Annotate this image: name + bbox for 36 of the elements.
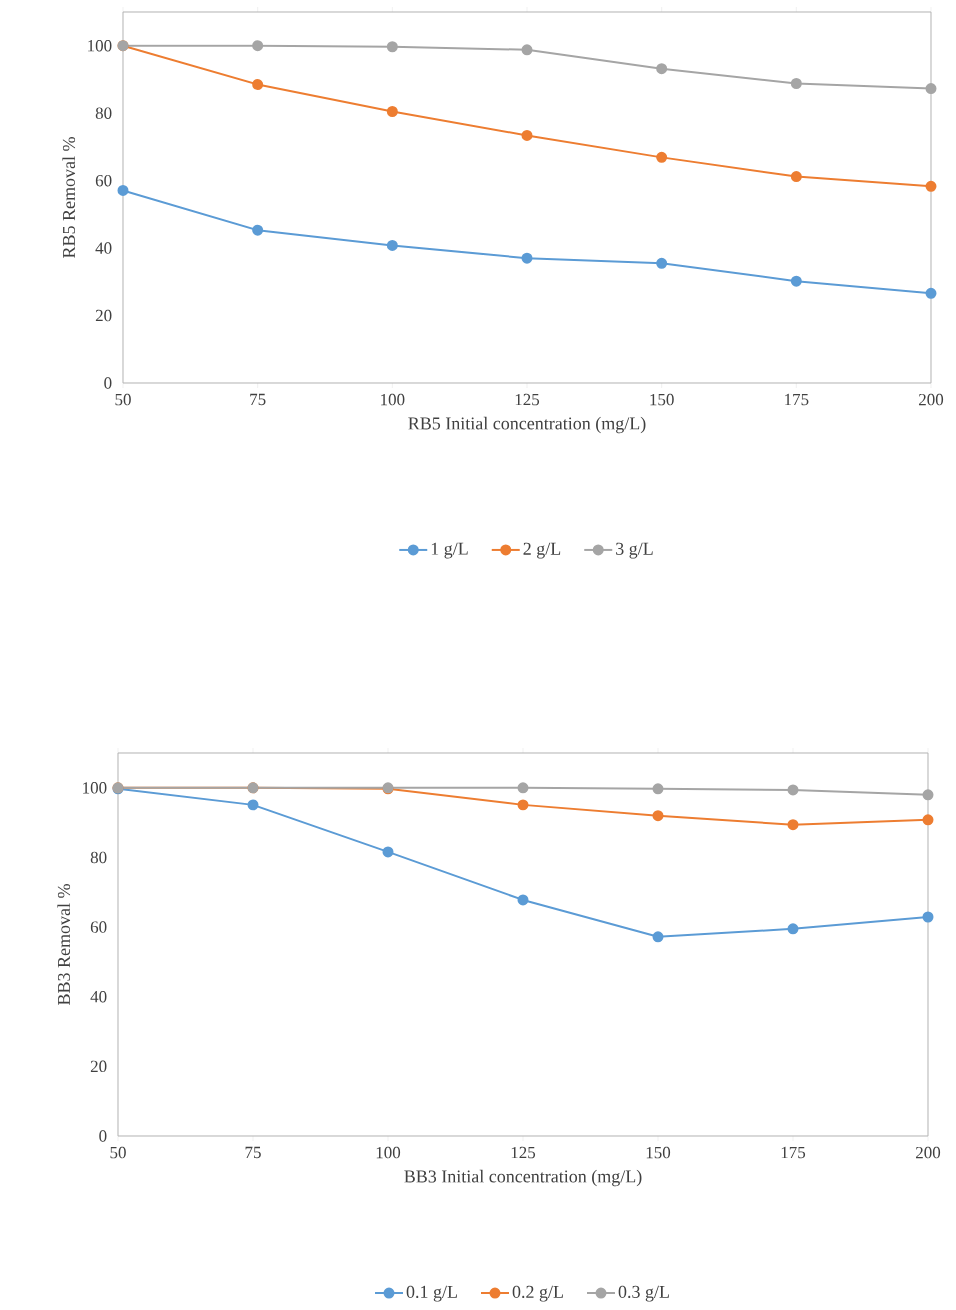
x-tick-label: 175: [785, 393, 809, 406]
y-tick-label: 80: [95, 107, 112, 119]
x-tick-label: 50: [115, 393, 131, 406]
y-tick-label: 0: [104, 377, 112, 389]
x-tick-label: 75: [250, 393, 266, 406]
x-tick-label: 150: [646, 1146, 671, 1159]
x-tick-label: 125: [511, 1146, 536, 1159]
legend-label: 1 g/L: [431, 542, 468, 559]
legend-label: 0.3 g/L: [618, 1285, 669, 1302]
legend-label: 3 g/L: [616, 542, 653, 559]
x-tick-label: 200: [919, 393, 944, 406]
legend-label: 2 g/L: [523, 542, 561, 559]
y-tick-label: 40: [90, 990, 107, 1003]
y-tick-label: 60: [95, 174, 112, 187]
x-tick-label: 100: [376, 1146, 401, 1159]
x-tick-label: 125: [515, 393, 540, 406]
x-tick-label: 150: [650, 393, 674, 406]
y-tick-label: 0: [99, 1130, 107, 1142]
x-tick-label: 100: [381, 393, 405, 406]
y-axis-title: BB3 Removal %: [57, 884, 71, 1005]
legend-label: 0.1 g/L: [406, 1285, 457, 1302]
y-tick-label: 100: [88, 39, 112, 52]
y-tick-label: 40: [95, 242, 112, 254]
x-axis-title: RB5 Initial concentration (mg/L): [408, 416, 646, 434]
legend-label: 0.2 g/L: [512, 1285, 563, 1302]
x-tick-label: 50: [110, 1146, 126, 1159]
x-tick-label: 175: [781, 1146, 806, 1159]
y-tick-label: 60: [90, 921, 107, 933]
y-tick-label: 20: [90, 1060, 107, 1073]
x-tick-label: 200: [916, 1146, 941, 1159]
y-tick-label: 80: [90, 851, 107, 864]
y-axis-title: RB5 Removal %: [62, 137, 76, 258]
x-axis-title: BB3 Initial concentration (mg/L): [404, 1169, 642, 1187]
x-tick-label: 75: [245, 1146, 261, 1159]
y-tick-label: 20: [95, 309, 112, 322]
y-tick-label: 100: [83, 782, 107, 794]
